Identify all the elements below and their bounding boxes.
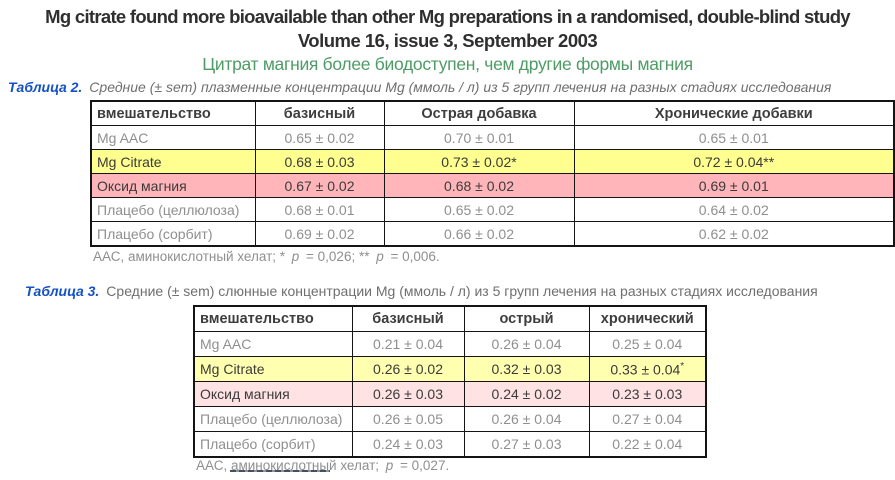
- value-cell: 0.26 ± 0.02: [351, 356, 465, 382]
- footnote-text: = 0,006.: [386, 249, 440, 264]
- table3-row-mg-citrate: Mg Citrate 0.26 ± 0.02 0.32 ± 0.03 0.33 …: [193, 356, 707, 382]
- value-cell: 0.32 ± 0.03: [463, 356, 590, 382]
- volume-issue-line: Volume 16, issue 3, September 2003: [297, 30, 598, 51]
- table2-label: Таблица 2.: [8, 79, 83, 95]
- value-cell: 0.27 ± 0.03: [463, 431, 590, 458]
- row-label-cell: Плацебо (сорбит): [90, 221, 256, 247]
- value-cell: 0.26 ± 0.05: [351, 406, 465, 432]
- value-cell: 0.73 ± 0.02*: [383, 149, 575, 174]
- value-cell: 0.64 ± 0.02: [573, 197, 895, 222]
- row-label-cell: Оксид магния: [90, 173, 256, 198]
- footnote-text: ААС, аминокислотный хелат; *: [93, 249, 289, 264]
- table2-header-row: вмешательство базисный Острая добавка Хр…: [90, 100, 895, 126]
- table2-col-header: Хронические добавки: [573, 100, 895, 126]
- value-cell: 0.62 ± 0.02: [573, 221, 895, 247]
- value-cell: 0.23 ± 0.03: [588, 381, 707, 407]
- row-label-cell: Mg AAC: [90, 125, 256, 150]
- table2-caption: Таблица 2. Средние (± sem) плазменные кон…: [8, 79, 831, 95]
- subtitle-russian: Цитрат магния более биодоступен, чем дру…: [202, 54, 693, 74]
- table3-caption-text: Средние (± sem) слюнные концентрации Mg …: [106, 283, 818, 299]
- row-label-cell: Mg Citrate: [90, 149, 256, 174]
- footnote-text: = 0,026; **: [302, 249, 374, 264]
- footnote-text: = 0,027.: [396, 458, 450, 473]
- table3-col-header: вмешательство: [193, 305, 353, 332]
- row-label-cell: Плацебо (сорбит): [193, 431, 353, 458]
- table3-footnote: ААС, аминокислотный хелат; p = 0,027.: [196, 458, 449, 473]
- table3-row-magnesium-oxide: Оксид магния 0.26 ± 0.03 0.24 ± 0.02 0.2…: [193, 381, 707, 407]
- value-cell: 0.66 ± 0.02: [383, 221, 575, 247]
- table2-row-mg-citrate: Mg Citrate 0.68 ± 0.03 0.73 ± 0.02* 0.72…: [90, 149, 895, 174]
- table2-row-magnesium-oxide: Оксид магния 0.67 ± 0.02 0.68 ± 0.02 0.6…: [90, 173, 895, 198]
- p-value-symbol: p: [376, 249, 384, 264]
- value-cell: 0.22 ± 0.04: [588, 431, 707, 458]
- value-cell: 0.33 ± 0.04*: [588, 356, 707, 382]
- row-label-cell: Плацебо (целлюлоза): [193, 406, 353, 432]
- table2-footnote: ААС, аминокислотный хелат; * p = 0,026; …: [93, 249, 440, 264]
- value-text: 0.33 ± 0.04: [610, 361, 681, 378]
- page-title: Mg citrate found more bioavailable than …: [45, 6, 850, 27]
- value-cell: 0.65 ± 0.02: [254, 125, 385, 150]
- footnote-text: ААС, аминокислотный хелат;: [196, 458, 383, 473]
- value-cell: 0.24 ± 0.02: [463, 381, 590, 407]
- table2-caption-text: Средние (± sem) плазменные концентрации …: [89, 79, 832, 95]
- table2-row-placebo-cellulose: Плацебо (целлюлоза) 0.68 ± 0.01 0.65 ± 0…: [90, 197, 895, 222]
- value-cell: 0.24 ± 0.03: [351, 431, 465, 458]
- table3-row-placebo-cellulose: Плацебо (целлюлоза) 0.26 ± 0.05 0.26 ± 0…: [193, 406, 707, 432]
- significance-asterisk: *: [680, 360, 685, 372]
- value-cell: 0.69 ± 0.01: [573, 173, 895, 198]
- table3-label: Таблица 3.: [25, 283, 100, 299]
- table3-row-placebo-sorbitol: Плацебо (сорбит) 0.24 ± 0.03 0.27 ± 0.03…: [193, 431, 707, 458]
- table2-row-placebo-sorbitol: Плацебо (сорбит) 0.69 ± 0.02 0.66 ± 0.02…: [90, 221, 895, 247]
- value-cell: 0.65 ± 0.01: [573, 125, 895, 150]
- value-cell: 0.68 ± 0.01: [254, 197, 385, 222]
- table2-col-header: базисный: [254, 100, 385, 126]
- row-label-cell: Плацебо (целлюлоза): [90, 197, 256, 222]
- row-label-cell: Mg AAC: [193, 331, 353, 357]
- table3-col-header: острый: [463, 305, 590, 332]
- value-cell: 0.69 ± 0.02: [254, 221, 385, 247]
- table2-row-mg-aac: Mg AAC 0.65 ± 0.02 0.70 ± 0.01 0.65 ± 0.…: [90, 125, 895, 150]
- value-cell: 0.72 ± 0.04**: [573, 149, 895, 174]
- table2-col-header: Острая добавка: [383, 100, 575, 126]
- value-cell: 0.26 ± 0.04: [463, 331, 590, 357]
- table3-caption: Таблица 3. Средние (± sem) слюнные концен…: [25, 283, 818, 299]
- p-value-symbol: p: [291, 249, 300, 264]
- table2-col-header: вмешательство: [90, 100, 256, 126]
- value-cell: 0.21 ± 0.04: [351, 331, 465, 357]
- table-2-plasma-concentrations: вмешательство базисный Острая добавка Хр…: [90, 100, 895, 247]
- value-cell: 0.68 ± 0.02: [383, 173, 575, 198]
- value-cell: 0.70 ± 0.01: [383, 125, 575, 150]
- table3-col-header: базисный: [351, 305, 465, 332]
- value-cell: 0.26 ± 0.03: [351, 381, 465, 407]
- p-value-symbol: p: [385, 458, 394, 473]
- value-cell: 0.25 ± 0.04: [588, 331, 707, 357]
- table3-col-header: хронический: [588, 305, 707, 332]
- value-cell: 0.67 ± 0.02: [254, 173, 385, 198]
- table3-header-row: вмешательство базисный острый хронически…: [193, 305, 707, 332]
- bottom-artifact-bar: [230, 470, 330, 472]
- table-3-saliva-concentrations: вмешательство базисный острый хронически…: [193, 305, 707, 458]
- value-cell: 0.26 ± 0.04: [463, 406, 590, 432]
- value-cell: 0.27 ± 0.04: [588, 406, 707, 432]
- row-label-cell: Оксид магния: [193, 381, 353, 407]
- table3-row-mg-aac: Mg AAC 0.21 ± 0.04 0.26 ± 0.04 0.25 ± 0.…: [193, 331, 707, 357]
- value-cell: 0.68 ± 0.03: [254, 149, 385, 174]
- row-label-cell: Mg Citrate: [193, 356, 353, 382]
- value-cell: 0.65 ± 0.02: [383, 197, 575, 222]
